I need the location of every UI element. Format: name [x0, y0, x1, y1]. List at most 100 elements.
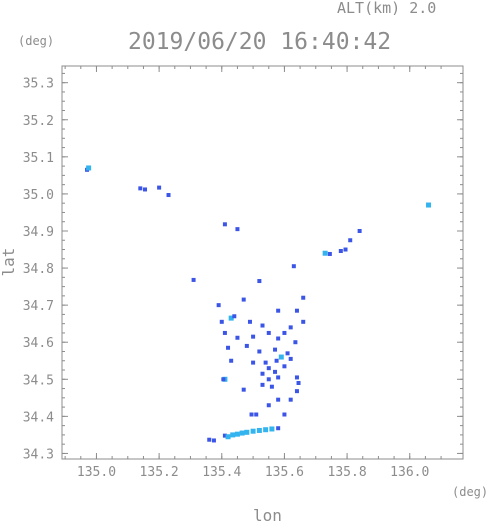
echo-point: [228, 315, 234, 321]
echo-point: [301, 319, 306, 324]
echo-point: [241, 387, 246, 392]
y-tick-label: 34.7: [23, 299, 54, 314]
x-tick-label: 135.0: [77, 465, 116, 480]
echo-point: [229, 358, 234, 363]
echo-point: [266, 377, 271, 382]
echo-point: [357, 228, 362, 233]
y-tick-label: 35.3: [23, 77, 54, 92]
plot-frame: [61, 65, 464, 460]
echo-point: [241, 297, 246, 302]
echo-point: [234, 431, 240, 437]
echo-point: [216, 303, 221, 308]
echo-point: [257, 279, 262, 284]
echo-point: [263, 427, 269, 433]
x-tick-label: 135.6: [265, 465, 304, 480]
echo-point: [250, 428, 256, 434]
y-tick-label: 34.8: [23, 262, 54, 277]
echo-point: [251, 334, 256, 339]
echo-point: [260, 323, 265, 328]
x-axis-unit: (deg): [452, 485, 488, 499]
echo-point: [426, 202, 432, 208]
echo-cells: [85, 165, 432, 443]
echo-point: [157, 185, 162, 190]
x-tick-label: 136.0: [390, 465, 429, 480]
echo-point: [276, 426, 281, 431]
echo-point: [294, 389, 299, 394]
echo-point: [274, 358, 279, 363]
echo-point: [244, 343, 249, 348]
echo-point: [273, 369, 278, 374]
echo-point: [249, 412, 254, 417]
axis-ticks: 135.0 135.2 135.4 135.6 135.8 136.0 34.3 34.4 34…: [23, 66, 463, 480]
echo-point: [226, 345, 231, 350]
echo-point: [282, 412, 287, 417]
echo-point: [191, 277, 196, 282]
echo-point: [276, 308, 281, 313]
echo-point: [247, 319, 252, 324]
echo-point: [348, 238, 353, 243]
y-tick-label: 34.3: [23, 447, 54, 462]
echo-point: [293, 340, 298, 345]
y-tick-label: 35.2: [23, 114, 54, 129]
x-tick-label: 135.4: [202, 465, 241, 480]
echo-point: [327, 251, 332, 256]
echo-point: [282, 364, 287, 369]
y-tick-label: 34.5: [23, 373, 54, 388]
echo-point: [222, 222, 227, 227]
echo-point: [294, 308, 299, 313]
echo-point: [230, 432, 236, 438]
y-tick-label: 35.0: [23, 188, 54, 203]
echo-point: [266, 366, 271, 371]
echo-point: [301, 295, 306, 300]
echo-point: [239, 430, 245, 436]
echo-point: [86, 165, 92, 171]
x-tick-label: 135.8: [328, 465, 367, 480]
echo-point: [260, 371, 265, 376]
echo-point: [235, 227, 240, 232]
echo-point: [285, 351, 290, 356]
echo-point: [282, 330, 287, 335]
chart-title: 2019/06/20 16:40:42: [128, 29, 391, 55]
y-axis-label: lat: [0, 248, 18, 277]
y-tick-label: 34.4: [23, 410, 54, 425]
echo-point: [296, 380, 301, 385]
echo-point: [322, 250, 328, 256]
altitude-label: ALT(km) 2.0: [337, 0, 436, 17]
echo-point: [278, 354, 284, 360]
echo-point: [221, 377, 226, 382]
echo-point: [288, 325, 293, 330]
echo-point: [266, 330, 271, 335]
echo-point: [166, 193, 171, 198]
echo-point: [269, 384, 274, 389]
y-tick-label: 35.1: [23, 151, 54, 166]
echo-point: [256, 427, 262, 433]
echo-point: [235, 335, 240, 340]
echo-point: [338, 249, 343, 254]
echo-point: [207, 437, 212, 442]
echo-point: [225, 434, 231, 440]
echo-point: [294, 375, 299, 380]
echo-point: [273, 347, 278, 352]
echo-point: [276, 336, 281, 341]
echo-point: [138, 186, 143, 191]
echo-point: [211, 438, 216, 443]
echo-point: [260, 382, 265, 387]
echo-point: [263, 360, 268, 365]
x-tick-label: 135.2: [140, 465, 179, 480]
echo-point: [257, 349, 262, 354]
echo-point: [244, 429, 250, 435]
echo-point: [288, 356, 293, 361]
echo-point: [251, 360, 256, 365]
echo-point: [222, 330, 227, 335]
echo-point: [276, 397, 281, 402]
echo-point: [288, 397, 293, 402]
echo-point: [232, 314, 237, 319]
echo-point: [222, 433, 227, 438]
y-tick-label: 34.6: [23, 336, 54, 351]
echo-point: [269, 426, 275, 432]
y-axis-unit: (deg): [18, 34, 54, 48]
y-tick-label: 34.9: [23, 225, 54, 240]
echo-point: [291, 264, 296, 269]
echo-point: [219, 319, 224, 324]
